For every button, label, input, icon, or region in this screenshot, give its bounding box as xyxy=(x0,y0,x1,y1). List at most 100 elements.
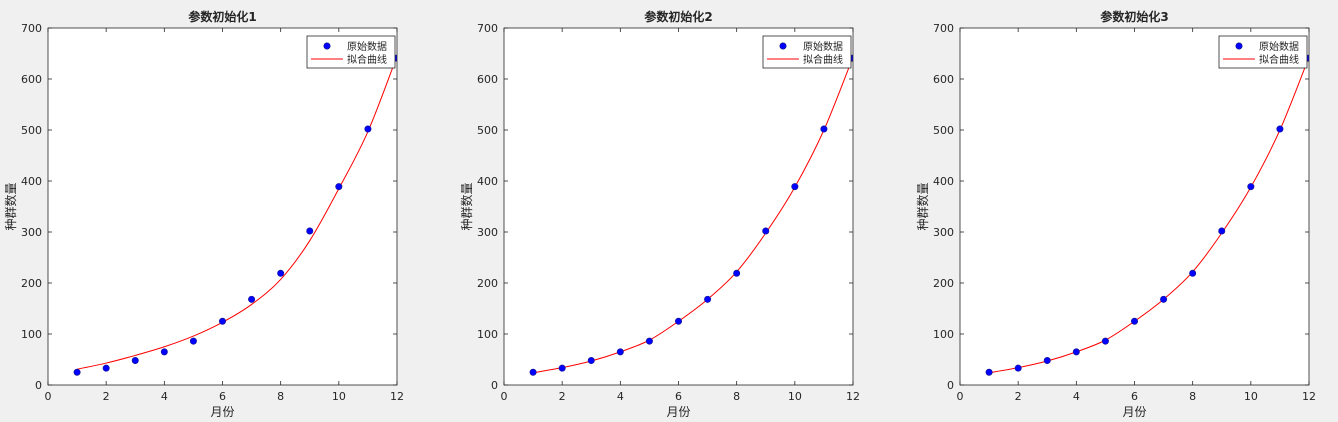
y-tick-label: 0 xyxy=(947,379,954,392)
y-tick-label: 700 xyxy=(933,22,954,35)
chart-title: 参数初始化2 xyxy=(644,9,712,24)
data-point-marker xyxy=(791,183,799,191)
y-tick-label: 600 xyxy=(933,73,954,86)
legend-label: 拟合曲线 xyxy=(803,53,843,66)
data-point-marker xyxy=(645,337,653,345)
legend-box xyxy=(306,35,396,69)
y-tick-label: 600 xyxy=(477,73,498,86)
data-point-marker xyxy=(102,364,110,372)
plot-data xyxy=(985,54,1309,376)
subplot-2: 0 2 4 6 8 10 12 0 100 200 300 400 500 600 700 参数初始化2 月份 种… xyxy=(459,9,860,419)
y-tick-label: 100 xyxy=(477,328,498,341)
data-point-marker xyxy=(704,295,712,303)
x-tick-label: 2 xyxy=(1015,390,1022,403)
y-tick-label: 300 xyxy=(933,226,954,239)
y-tick-label: 300 xyxy=(477,226,498,239)
data-point-marker xyxy=(529,368,537,376)
subplot-3: 0 2 4 6 8 10 12 0 100 200 300 400 500 600 700 参数初始化3 月份 种… xyxy=(915,9,1316,419)
data-point-marker xyxy=(1276,125,1284,133)
axes-border xyxy=(47,27,398,386)
legend-label: 拟合曲线 xyxy=(1259,53,1299,66)
x-tick-label: 2 xyxy=(103,390,110,403)
x-tick-label: 12 xyxy=(1302,390,1316,403)
data-point-marker xyxy=(219,317,227,325)
legend-box xyxy=(762,35,852,69)
x-tick-label: 4 xyxy=(1073,390,1080,403)
y-tick-label: 100 xyxy=(21,328,42,341)
legend-label: 原始数据 xyxy=(347,40,387,53)
data-point-marker xyxy=(1043,357,1051,365)
plot-area xyxy=(48,28,397,385)
data-point-marker xyxy=(1101,337,1109,345)
axes-border xyxy=(959,27,1310,386)
data-point-marker xyxy=(1160,295,1168,303)
y-tick-label: 200 xyxy=(21,277,42,290)
y-tick-label: 200 xyxy=(933,277,954,290)
x-tick-label: 6 xyxy=(1131,390,1138,403)
y-tick-label: 400 xyxy=(477,175,498,188)
data-point-marker xyxy=(306,227,314,235)
y-tick-label: 700 xyxy=(477,22,498,35)
axes-border xyxy=(503,27,854,386)
legend-label: 拟合曲线 xyxy=(347,53,387,66)
x-tick-label: 6 xyxy=(675,390,682,403)
data-point-marker xyxy=(762,227,770,235)
y-tick-label: 500 xyxy=(21,124,42,137)
chart-title: 参数初始化1 xyxy=(188,9,256,24)
data-point-marker xyxy=(189,337,197,345)
x-tick-label: 0 xyxy=(501,390,508,403)
x-axis-label: 月份 xyxy=(210,405,234,419)
y-tick-label: 0 xyxy=(491,379,498,392)
x-tick-label: 8 xyxy=(277,390,284,403)
x-tick-label: 6 xyxy=(219,390,226,403)
y-axis-label: 种群数量 xyxy=(459,182,474,230)
x-tick-label: 10 xyxy=(1244,390,1258,403)
data-point-marker xyxy=(160,348,168,356)
legend-box xyxy=(1218,35,1308,69)
y-axis-label: 种群数量 xyxy=(3,182,18,230)
y-tick-label: 300 xyxy=(21,226,42,239)
data-point-marker xyxy=(1014,364,1022,372)
x-tick-label: 0 xyxy=(45,390,52,403)
legend-label: 原始数据 xyxy=(1259,40,1299,53)
data-point-marker xyxy=(820,125,828,133)
data-point-marker xyxy=(587,357,595,365)
data-point-marker xyxy=(558,364,566,372)
data-point-marker xyxy=(1072,348,1080,356)
y-tick-label: 0 xyxy=(35,379,42,392)
x-tick-label: 12 xyxy=(846,390,860,403)
data-point-marker xyxy=(364,125,372,133)
x-tick-label: 10 xyxy=(788,390,802,403)
x-tick-label: 2 xyxy=(559,390,566,403)
plot-area xyxy=(960,28,1309,385)
data-point-marker xyxy=(616,348,624,356)
subplot-1: 0 2 4 6 8 10 12 0 100 200 300 400 500 600 700 参数初始化1 月份 种… xyxy=(3,9,404,419)
plot-data xyxy=(73,54,397,376)
y-tick-label: 700 xyxy=(21,22,42,35)
x-tick-label: 8 xyxy=(1189,390,1196,403)
x-tick-label: 8 xyxy=(733,390,740,403)
x-tick-label: 12 xyxy=(390,390,404,403)
y-tick-label: 200 xyxy=(477,277,498,290)
y-tick-label: 400 xyxy=(933,175,954,188)
x-tick-label: 0 xyxy=(957,390,964,403)
data-point-marker xyxy=(277,269,285,277)
y-tick-label: 500 xyxy=(933,124,954,137)
y-tick-label: 600 xyxy=(21,73,42,86)
data-point-marker xyxy=(1189,269,1197,277)
data-point-marker xyxy=(335,183,343,191)
y-tick-label: 500 xyxy=(477,124,498,137)
legend-label: 原始数据 xyxy=(803,40,843,53)
legend-marker-symbol xyxy=(1235,42,1243,50)
x-tick-label: 4 xyxy=(161,390,168,403)
data-point-marker xyxy=(73,368,81,376)
data-point-marker xyxy=(1247,183,1255,191)
x-axis-label: 月份 xyxy=(666,405,690,419)
fit-curve-line xyxy=(76,55,397,370)
chart-title: 参数初始化3 xyxy=(1100,9,1168,24)
